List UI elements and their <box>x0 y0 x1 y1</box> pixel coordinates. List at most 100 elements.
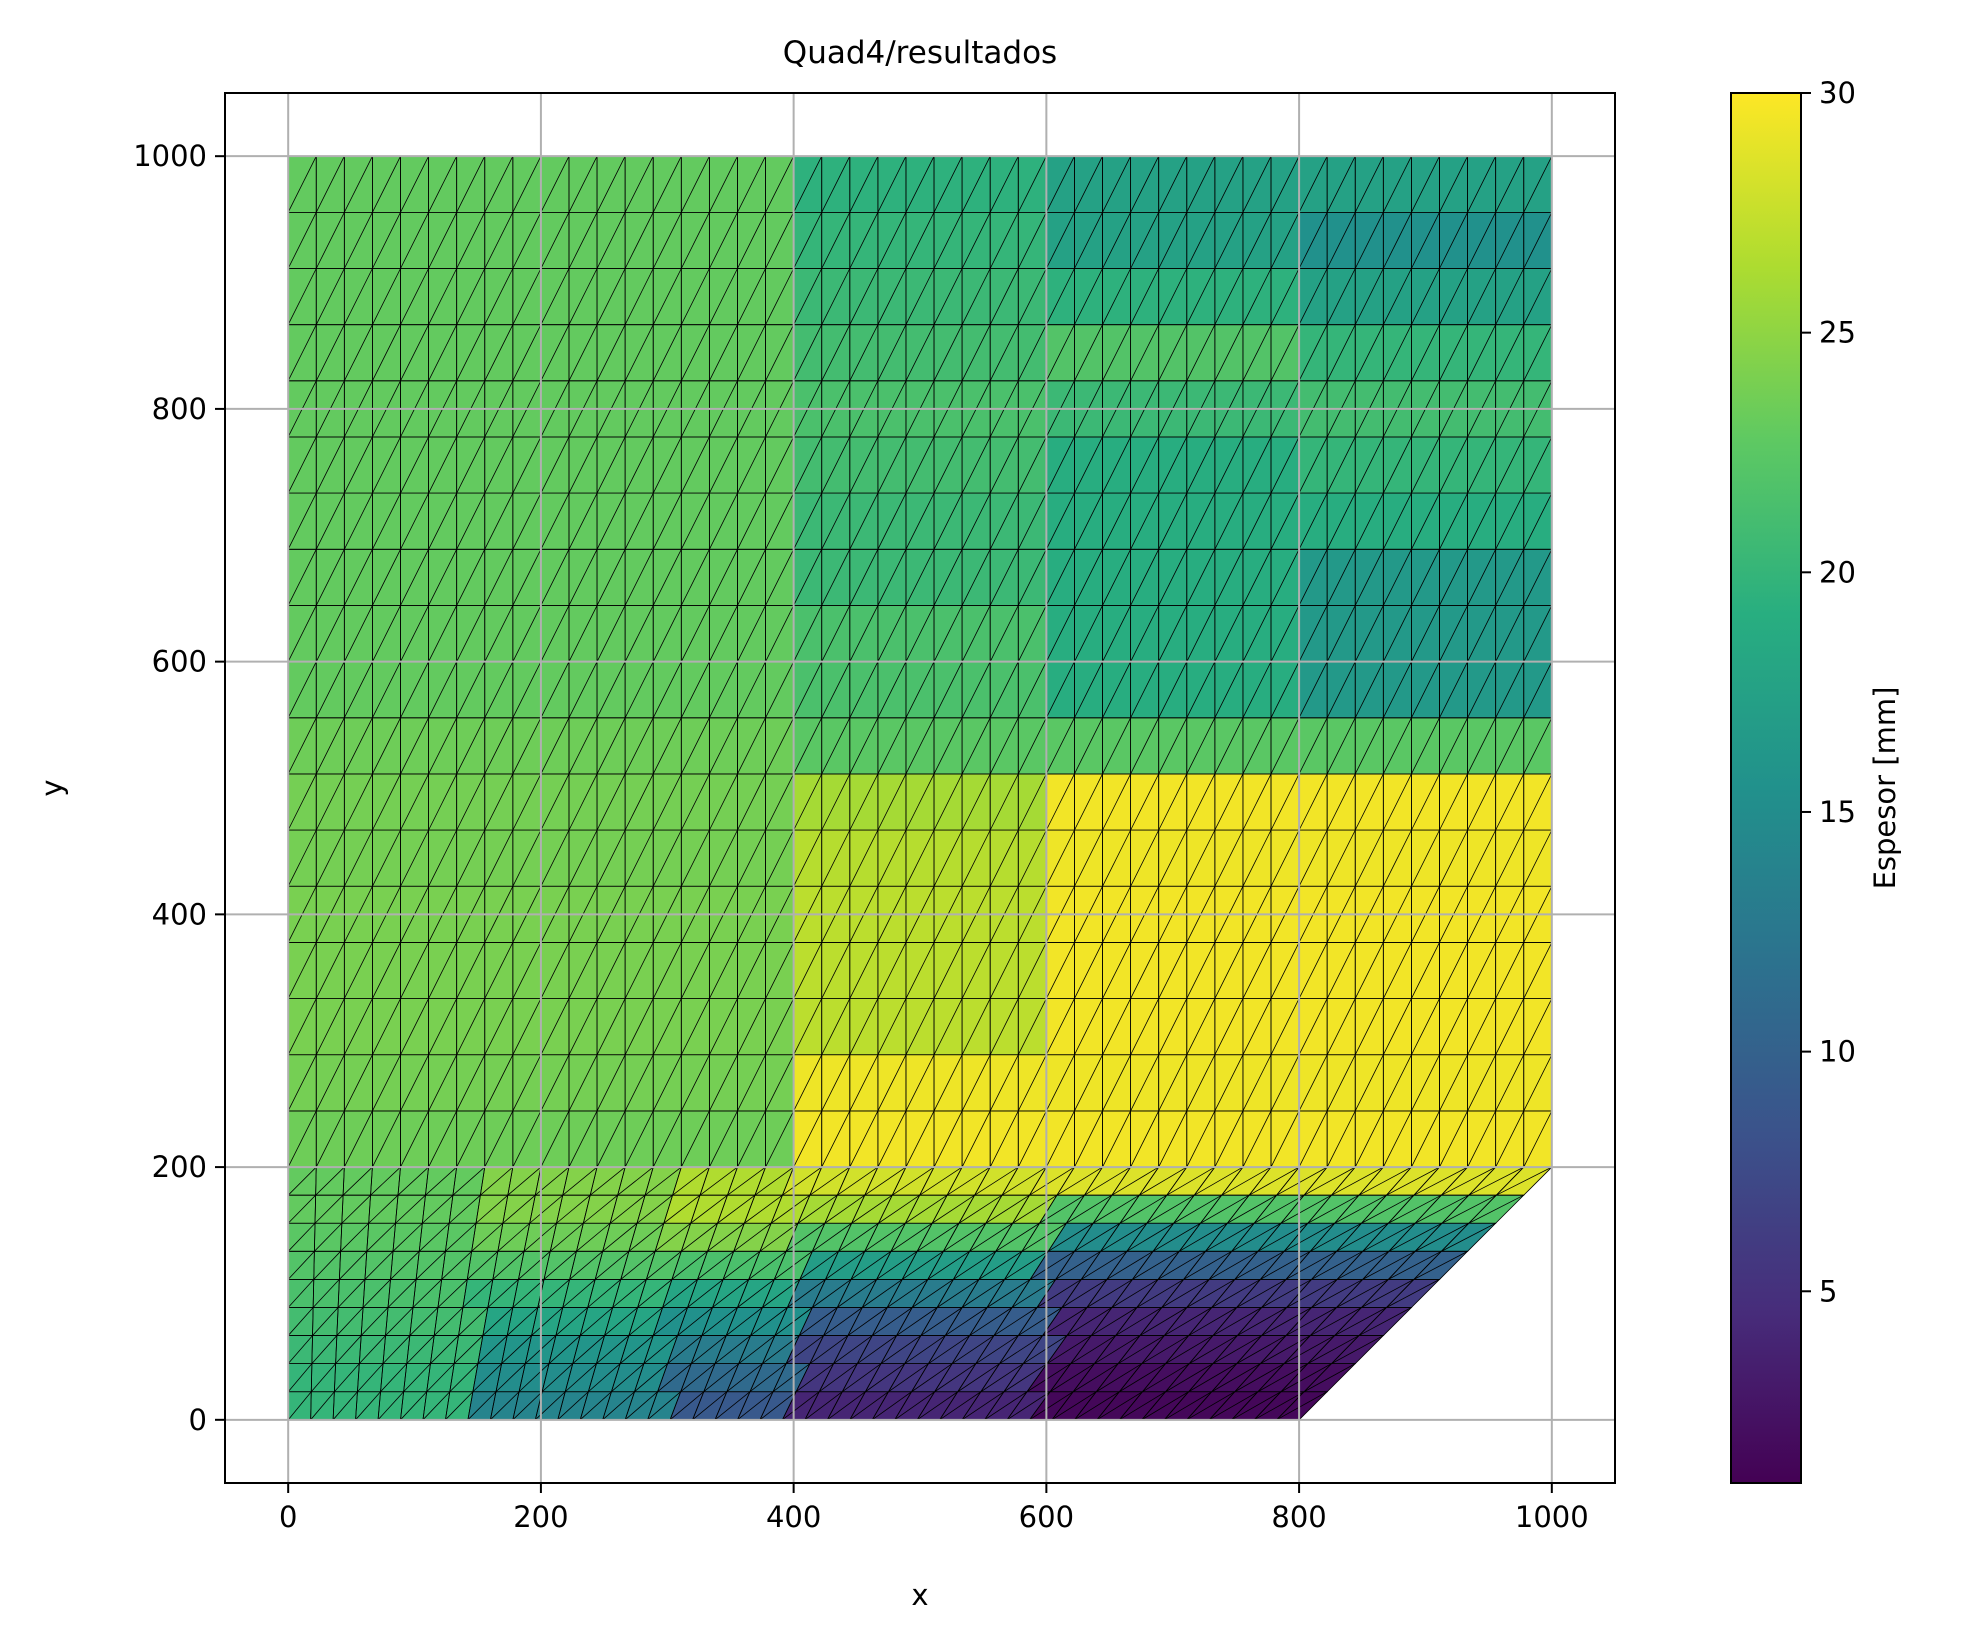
mesh-diagonal <box>1382 324 1412 382</box>
mesh-diagonal <box>1467 436 1497 494</box>
y-axis-label: y <box>35 779 69 796</box>
mesh-diagonal <box>795 1363 834 1393</box>
x-tick-label: 600 <box>1019 1500 1074 1534</box>
mesh-diagonal <box>821 324 851 382</box>
mesh-diagonal <box>1046 829 1075 887</box>
mesh-diagonal <box>865 1363 905 1393</box>
mesh-diagonal <box>1111 1279 1159 1308</box>
mesh-diagonal <box>512 829 542 887</box>
mesh-diagonal <box>1495 549 1525 606</box>
mesh-diagonal <box>785 1222 826 1252</box>
mesh-diagonal <box>343 829 373 887</box>
mesh-diagonal <box>1439 605 1468 662</box>
mesh-diagonal <box>1298 436 1328 494</box>
mesh-diagonal <box>1046 1054 1075 1112</box>
mesh-diagonal <box>824 1194 866 1224</box>
mesh-diagonal <box>1017 829 1047 887</box>
y-tick-label: 400 <box>152 897 207 931</box>
mesh-diagonal <box>961 212 991 269</box>
x-tick-label: 0 <box>279 1500 297 1534</box>
mesh-diagonal <box>872 1391 912 1421</box>
mesh-diagonal <box>1209 1391 1259 1421</box>
mesh-diagonal <box>1074 492 1103 550</box>
mesh-diagonal <box>850 1251 892 1280</box>
mesh-diagonal <box>1130 717 1160 775</box>
mesh-diagonal <box>1055 1250 1101 1280</box>
mesh-diagonal <box>1336 1222 1389 1252</box>
mesh-diagonal <box>765 717 794 775</box>
mesh-diagonal <box>1495 661 1525 718</box>
mesh-diagonal <box>1495 942 1525 999</box>
mesh-diagonal <box>428 436 458 494</box>
mesh-diagonal <box>315 998 345 1055</box>
mesh-diagonal <box>428 1054 458 1112</box>
mesh-diagonal <box>1017 717 1047 775</box>
mesh-diagonal <box>644 1166 682 1196</box>
mesh-diagonal <box>540 773 570 831</box>
mesh-diagonal <box>428 156 458 213</box>
mesh-diagonal <box>400 324 429 382</box>
mesh-diagonal <box>1186 1279 1236 1308</box>
mesh-diagonal <box>612 1279 647 1308</box>
mesh-diagonal <box>540 998 570 1055</box>
mesh-diagonal <box>372 1110 401 1168</box>
mesh-diagonal <box>1165 1363 1214 1393</box>
mesh-diagonal <box>1411 661 1440 718</box>
mesh-diagonal <box>849 1054 879 1112</box>
mesh-diagonal <box>1242 492 1272 550</box>
mesh-diagonal <box>989 492 1019 550</box>
mesh-diagonal <box>425 1166 457 1196</box>
mesh-diagonal <box>989 717 1019 775</box>
mesh-diagonal <box>986 1279 1031 1308</box>
y-tick-label: 800 <box>152 392 207 426</box>
mesh-diagonal <box>995 1222 1040 1252</box>
mesh-diagonal <box>1017 773 1047 831</box>
mesh-diagonal <box>1439 549 1468 606</box>
mesh-diagonal <box>680 156 710 213</box>
mesh-diagonal <box>287 717 317 775</box>
mesh-diagonal <box>596 324 626 382</box>
grid-lines <box>225 93 1615 1483</box>
mesh-diagonal <box>862 1279 903 1308</box>
mesh-diagonal <box>1439 436 1468 494</box>
mesh-diagonal <box>557 1391 589 1421</box>
mesh-diagonal <box>1326 661 1356 718</box>
mesh-diagonal <box>737 324 766 382</box>
mesh-diagonal <box>1242 1054 1272 1112</box>
mesh-diagonal <box>1326 1110 1356 1168</box>
mesh-diagonal <box>315 605 345 662</box>
mesh-diagonal <box>1186 717 1216 775</box>
mesh-diagonal <box>765 212 794 269</box>
mesh-diagonal <box>1017 605 1047 662</box>
mesh-diagonal <box>765 268 794 325</box>
mesh-diagonal <box>1081 1250 1128 1280</box>
mesh-diagonal <box>837 1166 879 1196</box>
mesh-diagonal <box>456 773 486 831</box>
mesh-diagonal <box>999 1335 1043 1364</box>
mesh-diagonal <box>397 1166 429 1196</box>
mesh-diagonal <box>392 1222 423 1252</box>
mesh-diagonal <box>1411 156 1440 213</box>
mesh-diagonal <box>709 492 738 550</box>
mesh-diagonal <box>624 1054 654 1112</box>
mesh-diagonal <box>315 1166 345 1196</box>
mesh-diagonal <box>540 212 570 269</box>
x-tick-label: 400 <box>766 1500 821 1534</box>
mesh-diagonal <box>531 1307 564 1336</box>
mesh-diagonal <box>1326 942 1356 999</box>
mesh-diagonal <box>314 1222 343 1252</box>
mesh-diagonal <box>1523 942 1553 999</box>
mesh-diagonal <box>765 773 794 831</box>
mesh-diagonal <box>933 829 963 887</box>
mesh-diagonal <box>709 156 738 213</box>
mesh-diagonal <box>1270 436 1300 494</box>
mesh-diagonal <box>422 1391 451 1421</box>
mesh-diagonal <box>928 1335 970 1364</box>
mesh-diagonal <box>518 1363 550 1393</box>
mesh-diagonal <box>372 436 401 494</box>
mesh-diagonal <box>1382 773 1412 831</box>
mesh-diagonal <box>1094 1335 1141 1364</box>
mesh-diagonal <box>332 1391 358 1421</box>
mesh-diagonal <box>961 1279 1005 1308</box>
mesh-diagonal <box>502 1194 536 1224</box>
